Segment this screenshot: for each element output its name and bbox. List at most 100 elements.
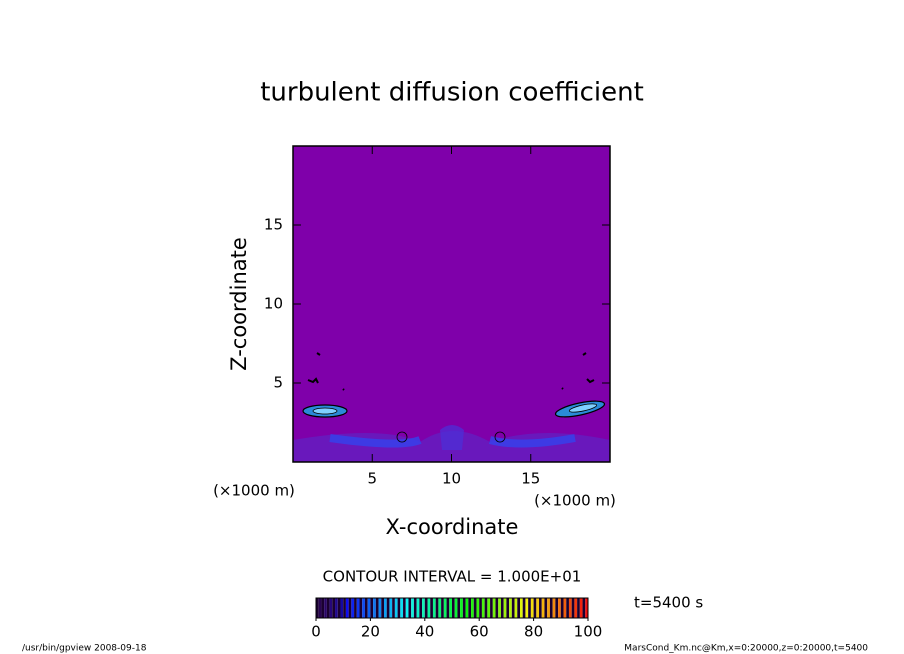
colorbar-stripe	[446, 598, 450, 618]
colorbar-stripe	[386, 598, 390, 618]
colorbar-stripe	[419, 598, 423, 618]
y-unit: (×1000 m)	[534, 492, 616, 510]
colorbar-stripe	[454, 598, 458, 618]
colorbar-stripe	[514, 598, 518, 618]
colorbar-stripe	[530, 598, 534, 618]
colorbar-tick-label: 0	[311, 623, 321, 641]
colorbar-stripe	[408, 598, 412, 618]
colorbar-stripe	[525, 598, 529, 618]
colorbar-stripe	[476, 598, 480, 618]
y-tick-label: 15	[264, 216, 283, 234]
colorbar-stripe	[397, 598, 401, 618]
colorbar-stripe	[370, 598, 374, 618]
colorbar-stripe	[574, 598, 578, 618]
colorbar-stripe	[571, 598, 575, 618]
colorbar-stripe	[471, 598, 474, 618]
colorbar-stripe	[362, 598, 365, 618]
colorbar-stripe	[585, 598, 588, 618]
colorbar-stripe	[356, 598, 360, 618]
colorbar-stripe	[337, 598, 341, 618]
colorbar-stripe	[468, 598, 472, 618]
colorbar-stripe	[389, 598, 393, 618]
colorbar-stripe	[332, 598, 336, 618]
colorbar-stripe	[566, 598, 569, 618]
colorbar-stripe	[354, 598, 357, 618]
colorbar-stripe	[473, 598, 477, 618]
y-tick-label: 5	[273, 374, 283, 392]
colorbar-stripe	[517, 598, 520, 618]
x-tick-label: 5	[367, 470, 377, 488]
colorbar-stripe	[577, 598, 580, 618]
colorbar-stripe	[438, 598, 442, 618]
colorbar-stripe	[424, 598, 428, 618]
colorbar-stripe	[460, 598, 463, 618]
colorbar-tick-label: 60	[470, 623, 489, 641]
colorbar-stripe	[479, 598, 482, 618]
colorbar-stripe	[503, 598, 507, 618]
colorbar-stripe	[441, 598, 444, 618]
colorbar-stripe	[381, 598, 384, 618]
footer-right: MarsCond_Km.nc@Km,x=0:20000,z=0:20000,t=…	[624, 644, 868, 654]
colorbar-stripe	[427, 598, 431, 618]
colorbar-stripe	[490, 598, 493, 618]
colorbar-stripe	[487, 598, 491, 618]
colorbar-stripe	[552, 598, 556, 618]
colorbar-stripe	[340, 598, 344, 618]
colorbar-stripe	[457, 598, 461, 618]
colorbar-stripe	[558, 598, 561, 618]
colorbar-stripe	[498, 598, 501, 618]
colorbar-stripe	[560, 598, 564, 618]
y-axis-label: Z-coordinate	[227, 237, 251, 371]
colorbar-stripe	[449, 598, 452, 618]
x-unit: (×1000 m)	[213, 482, 295, 500]
colorbar-stripe	[394, 598, 398, 618]
colorbar-stripe	[549, 598, 553, 618]
colorbar-stripe	[335, 598, 338, 618]
colorbar-stripe	[462, 598, 466, 618]
colorbar	[316, 598, 588, 618]
colorbar-stripe	[563, 598, 567, 618]
colorbar-stripe	[364, 598, 368, 618]
colorbar-stripe	[413, 598, 417, 618]
colorbar-stripe	[520, 598, 523, 618]
colorbar-stripe	[430, 598, 433, 618]
x-tick-label: 15	[521, 470, 540, 488]
colorbar-stripe	[373, 598, 376, 618]
colorbar-stripe	[500, 598, 504, 618]
colorbar-stripe	[403, 598, 406, 618]
colorbar-stripe	[435, 598, 439, 618]
colorbar-stripe	[484, 598, 488, 618]
colorbar-stripe	[533, 598, 537, 618]
colorbar-stripe	[392, 598, 395, 618]
colorbar-stripe	[411, 598, 414, 618]
colorbar-stripe	[318, 598, 322, 618]
colorbar-stripe	[511, 598, 515, 618]
colorbar-stripe	[324, 598, 327, 618]
x-axis-label: X-coordinate	[386, 515, 519, 539]
colorbar-tick-label: 80	[524, 623, 543, 641]
colorbar-stripe	[481, 598, 485, 618]
time-label: t=5400 s	[634, 594, 703, 612]
colorbar-stripe	[452, 598, 455, 618]
colorbar-tick-label: 100	[574, 623, 603, 641]
colorbar-stripe	[405, 598, 409, 618]
colorbar-stripe	[541, 598, 545, 618]
colorbar-tick-label: 20	[361, 623, 380, 641]
colorbar-stripe	[345, 598, 349, 618]
colorbar-stripe	[316, 598, 319, 618]
chart-title: turbulent diffusion coefficient	[260, 78, 644, 108]
colorbar-stripe	[375, 598, 379, 618]
colorbar-stripe	[528, 598, 531, 618]
colorbar-tick-label: 40	[415, 623, 434, 641]
colorbar-stripe	[495, 598, 499, 618]
colorbar-stripe	[443, 598, 447, 618]
colorbar-stripe	[509, 598, 512, 618]
colorbar-stripe	[506, 598, 510, 618]
colorbar-stripe	[547, 598, 550, 618]
colorbar-stripe	[321, 598, 325, 618]
colorbar-stripe	[536, 598, 540, 618]
colorbar-stripe	[539, 598, 542, 618]
colorbar-stripe	[555, 598, 559, 618]
colorbar-stripe	[348, 598, 352, 618]
colorbar-stripe	[367, 598, 371, 618]
